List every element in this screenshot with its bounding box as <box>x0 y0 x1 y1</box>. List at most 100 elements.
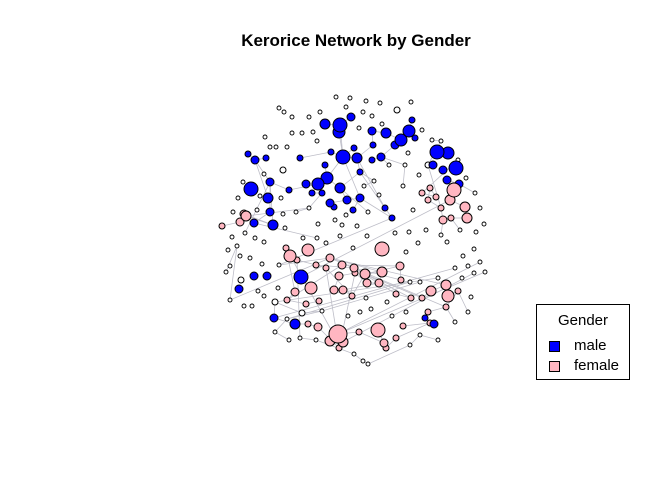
edge <box>337 271 486 335</box>
node-female <box>376 266 388 278</box>
node-unknown <box>289 114 295 120</box>
node-unknown <box>229 234 235 240</box>
edge <box>329 257 447 286</box>
node-unknown <box>306 205 312 211</box>
node-female <box>313 322 323 332</box>
node-unknown <box>471 270 477 276</box>
node-male <box>411 134 419 142</box>
node-female <box>302 300 310 308</box>
node-unknown <box>435 275 441 281</box>
node-unknown <box>477 205 483 211</box>
node-female <box>235 217 245 227</box>
node-unknown <box>279 166 287 174</box>
node-unknown <box>223 269 229 275</box>
node-male <box>380 127 392 139</box>
node-female <box>432 193 440 201</box>
node-unknown <box>407 279 413 285</box>
node-unknown <box>347 95 353 101</box>
node-male <box>448 160 464 176</box>
node-unknown <box>360 358 366 364</box>
node-unknown <box>386 162 392 168</box>
node-unknown <box>481 221 487 227</box>
node-female <box>461 212 473 224</box>
node-unknown <box>282 225 288 231</box>
node-female <box>359 268 371 280</box>
node-unknown <box>410 207 416 213</box>
node-unknown <box>289 130 295 136</box>
node-male <box>243 181 259 197</box>
node-unknown <box>240 179 246 185</box>
node-unknown <box>393 106 401 114</box>
node-male <box>368 156 376 164</box>
node-unknown <box>310 129 316 135</box>
plot-title: Kerorice Network by Gender <box>241 31 471 50</box>
node-unknown <box>438 232 444 238</box>
node-unknown <box>477 259 483 265</box>
edge <box>299 337 317 341</box>
node-unknown <box>356 125 362 131</box>
node-unknown <box>273 144 279 150</box>
node-male <box>355 193 365 203</box>
node-unknown <box>227 297 233 303</box>
node-male <box>319 118 331 130</box>
node-unknown <box>343 104 349 110</box>
node-male <box>334 182 346 194</box>
node-male <box>421 314 429 322</box>
node-unknown <box>261 171 267 177</box>
edge <box>321 281 421 312</box>
edge <box>342 282 380 291</box>
node-male <box>369 141 377 149</box>
edge <box>278 257 331 266</box>
legend-label-male: male <box>574 337 607 354</box>
node-unknown <box>379 121 385 127</box>
node-female <box>418 189 426 197</box>
node-female <box>454 287 462 295</box>
edge <box>457 290 469 313</box>
edge <box>356 157 386 209</box>
edge <box>244 181 271 234</box>
node-layer <box>218 94 488 367</box>
node-male <box>318 189 326 197</box>
node-unknown <box>261 239 267 245</box>
node-unknown <box>460 253 466 259</box>
node-male <box>308 189 316 197</box>
node-unknown <box>438 138 444 144</box>
node-male <box>335 149 351 165</box>
node-unknown <box>365 361 371 367</box>
node-unknown <box>276 262 282 268</box>
node-male <box>265 177 275 187</box>
edge <box>273 267 456 319</box>
node-unknown <box>259 261 265 267</box>
node-male <box>429 144 445 160</box>
node-unknown <box>249 303 255 309</box>
node-male <box>367 126 377 136</box>
node-unknown <box>315 221 321 227</box>
node-unknown <box>286 337 292 343</box>
node-male <box>349 206 357 214</box>
edge <box>254 159 269 199</box>
node-unknown <box>435 337 441 343</box>
node-unknown <box>415 240 421 246</box>
node-male <box>250 155 260 165</box>
node-female <box>328 324 348 344</box>
node-female <box>424 196 432 204</box>
edge <box>229 245 238 301</box>
node-male <box>394 133 408 147</box>
edge <box>339 187 369 213</box>
edge <box>395 322 431 339</box>
node-male <box>289 318 301 330</box>
node-male <box>234 284 244 294</box>
node-female <box>379 338 389 348</box>
node-unknown <box>376 192 382 198</box>
node-male <box>402 124 416 138</box>
edge <box>367 344 411 365</box>
node-female <box>397 276 405 284</box>
edge <box>359 171 386 209</box>
node-female <box>418 294 426 302</box>
node-male <box>438 165 448 175</box>
node-unknown <box>237 253 243 259</box>
node-male <box>311 177 325 191</box>
node-male <box>342 195 352 205</box>
